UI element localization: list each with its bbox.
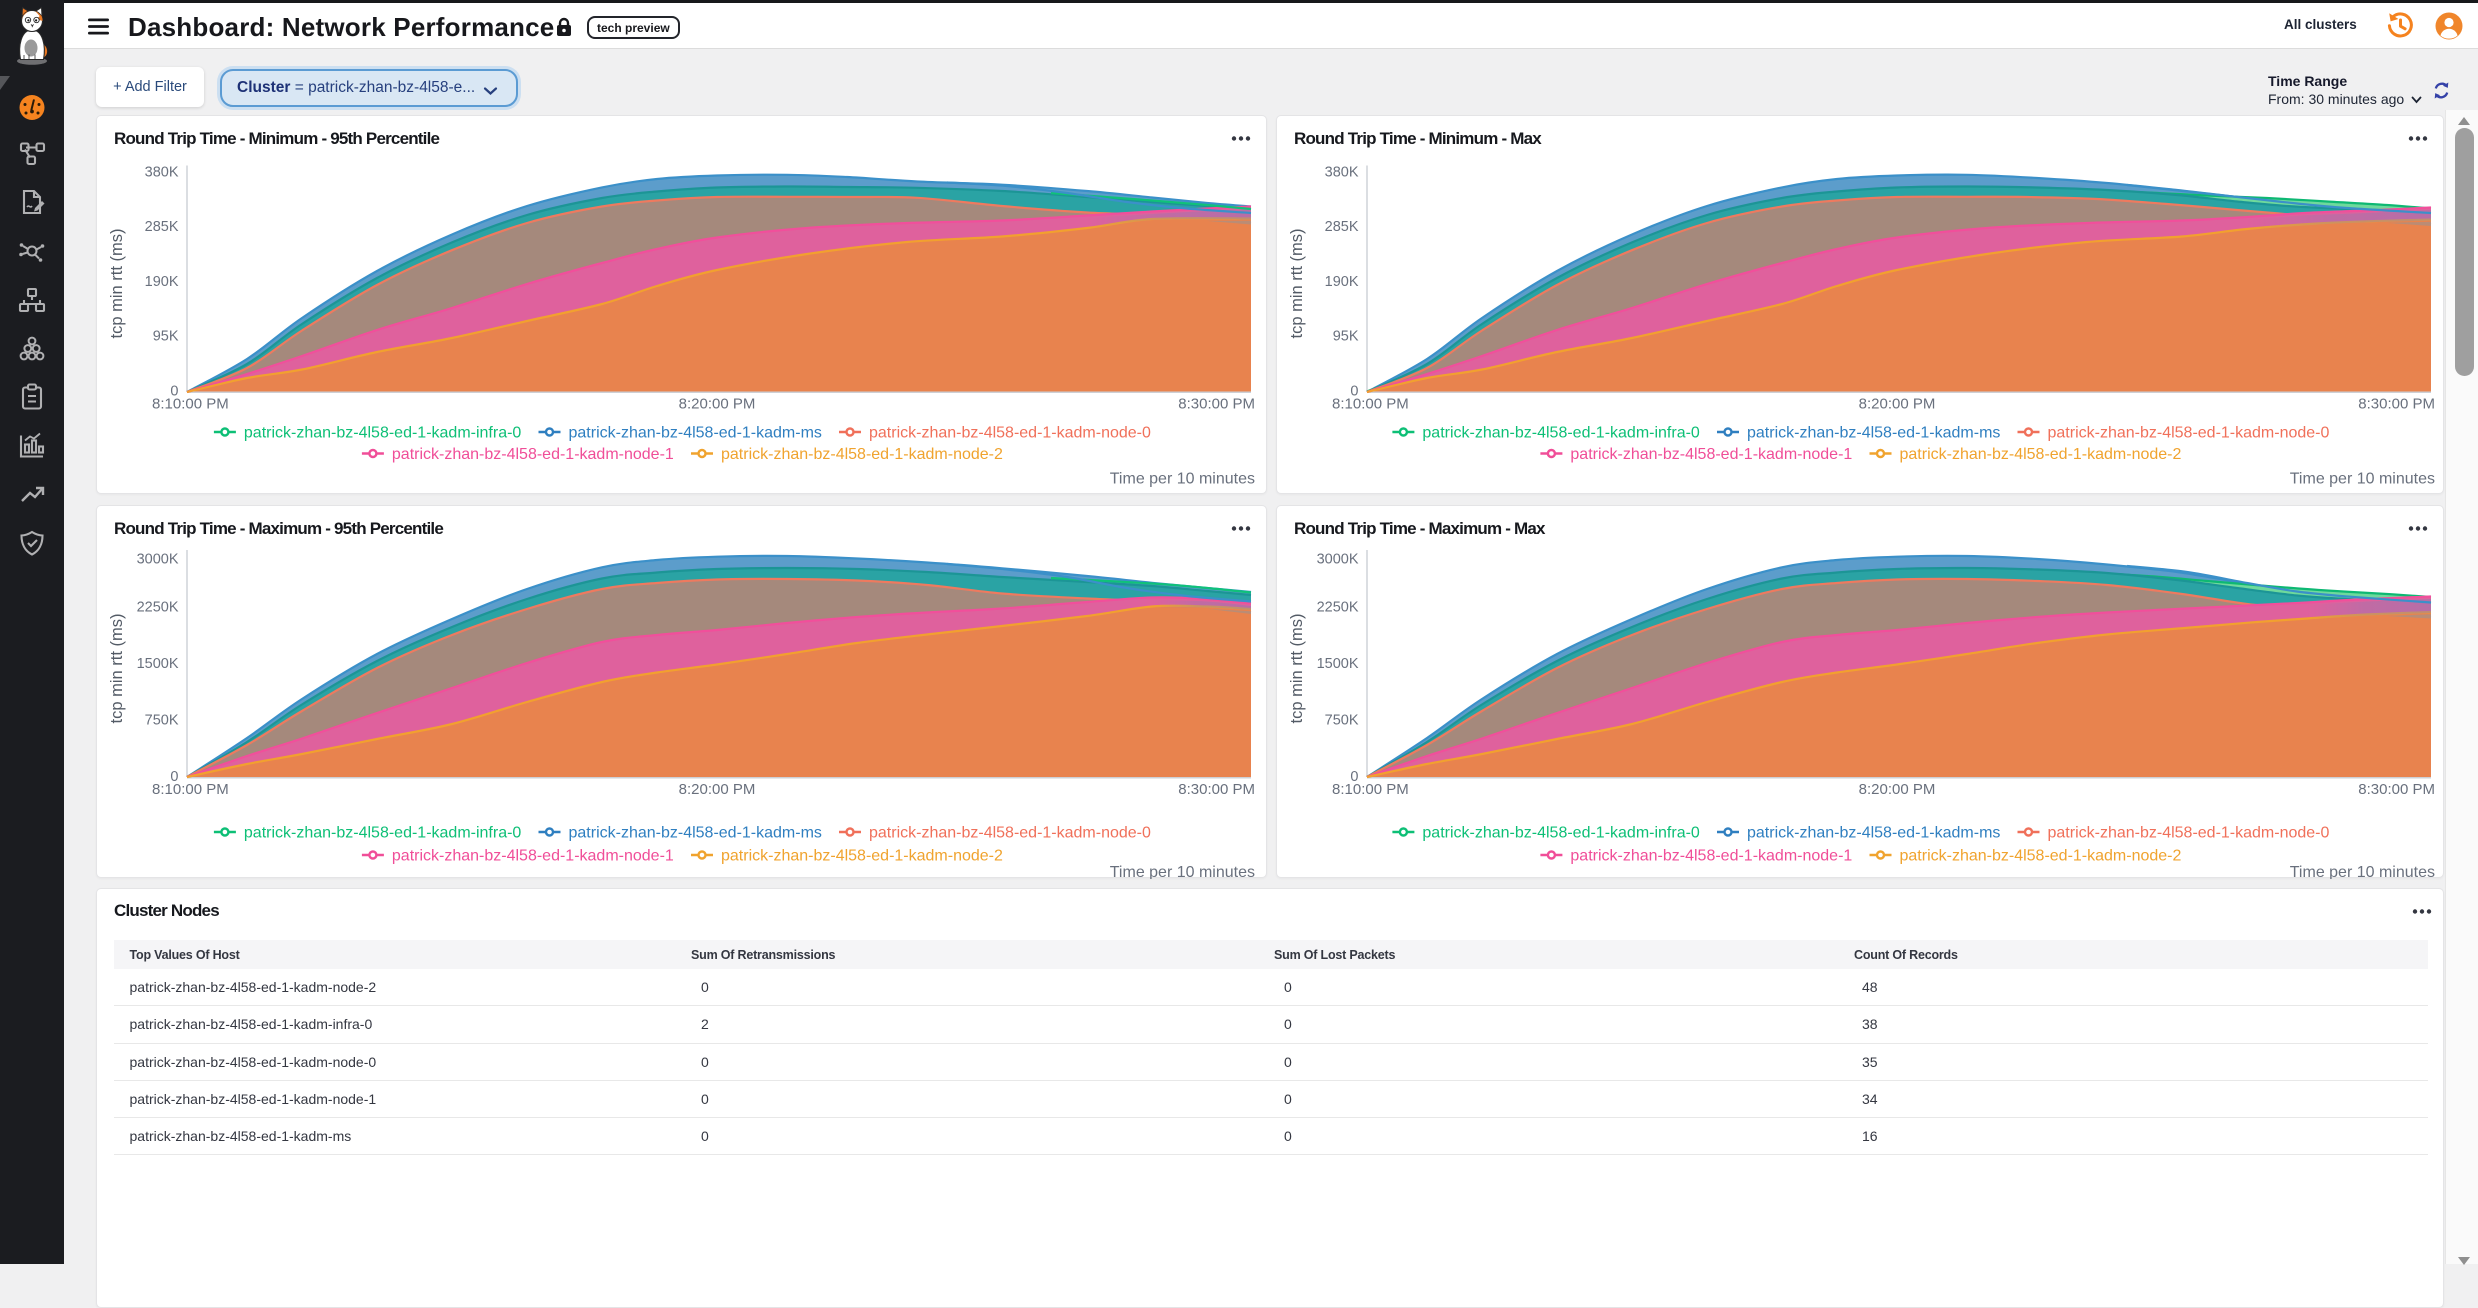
svg-text:95K: 95K — [1333, 329, 1359, 345]
svg-text:2250K: 2250K — [1317, 600, 1359, 616]
svg-text:0: 0 — [170, 769, 178, 785]
svg-text:Round Trip Time - Maximum - 95: Round Trip Time - Maximum - 95th Percent… — [114, 519, 443, 538]
svg-text:3000K: 3000K — [137, 552, 179, 568]
svg-text:Time per 10 minutes: Time per 10 minutes — [2290, 864, 2435, 879]
svg-text:patrick-zhan-bz-4l58-ed-1-kadm: patrick-zhan-bz-4l58-ed-1-kadm-node-0 — [869, 425, 1151, 442]
svg-text:8:20:00 PM: 8:20:00 PM — [679, 781, 756, 798]
svg-text:patrick-zhan-bz-4l58-ed-1-kadm: patrick-zhan-bz-4l58-ed-1-kadm-ms — [569, 425, 822, 442]
svg-text:8:20:00 PM: 8:20:00 PM — [1859, 396, 1936, 413]
svg-text:patrick-zhan-bz-4l58-ed-1-kadm: patrick-zhan-bz-4l58-ed-1-kadm-node-2 — [1900, 848, 2182, 865]
svg-text:190K: 190K — [145, 274, 179, 290]
svg-text:patrick-zhan-bz-4l58-ed-1-kadm: patrick-zhan-bz-4l58-ed-1-kadm-node-1 — [392, 446, 674, 463]
svg-text:750K: 750K — [1325, 713, 1359, 729]
svg-text:Round Trip Time - Minimum - Ma: Round Trip Time - Minimum - Max — [1294, 129, 1542, 148]
svg-text:patrick-zhan-bz-4l58-ed-1-kadm: patrick-zhan-bz-4l58-ed-1-kadm-node-1 — [392, 848, 674, 865]
svg-text:Round Trip Time - Maximum - Ma: Round Trip Time - Maximum - Max — [1294, 519, 1546, 538]
svg-text:750K: 750K — [145, 713, 179, 729]
svg-text:8:30:00 PM: 8:30:00 PM — [2358, 781, 2435, 798]
svg-text:1500K: 1500K — [1317, 656, 1359, 672]
svg-text:0: 0 — [1350, 384, 1358, 400]
svg-text:8:10:00 PM: 8:10:00 PM — [152, 781, 229, 798]
svg-text:tcp min rtt (ms): tcp min rtt (ms) — [1288, 229, 1306, 339]
svg-text:Round Trip Time - Minimum - 95: Round Trip Time - Minimum - 95th Percent… — [114, 129, 440, 148]
svg-text:190K: 190K — [1325, 274, 1359, 290]
svg-text:3000K: 3000K — [1317, 552, 1359, 568]
svg-text:patrick-zhan-bz-4l58-ed-1-kadm: patrick-zhan-bz-4l58-ed-1-kadm-node-2 — [721, 848, 1003, 865]
svg-text:285K: 285K — [1325, 219, 1359, 235]
svg-text:patrick-zhan-bz-4l58-ed-1-kadm: patrick-zhan-bz-4l58-ed-1-kadm-ms — [1747, 825, 2000, 842]
svg-text:patrick-zhan-bz-4l58-ed-1-kadm: patrick-zhan-bz-4l58-ed-1-kadm-node-1 — [1570, 446, 1852, 463]
svg-text:1500K: 1500K — [137, 656, 179, 672]
svg-text:Time per 10 minutes: Time per 10 minutes — [1110, 864, 1255, 879]
svg-text:8:10:00 PM: 8:10:00 PM — [152, 396, 229, 413]
svg-text:8:10:00 PM: 8:10:00 PM — [1332, 396, 1409, 413]
svg-text:380K: 380K — [145, 165, 179, 181]
svg-text:8:30:00 PM: 8:30:00 PM — [1178, 396, 1255, 413]
svg-text:patrick-zhan-bz-4l58-ed-1-kadm: patrick-zhan-bz-4l58-ed-1-kadm-node-0 — [2048, 425, 2330, 442]
svg-text:patrick-zhan-bz-4l58-ed-1-kadm: patrick-zhan-bz-4l58-ed-1-kadm-node-2 — [721, 446, 1003, 463]
svg-text:patrick-zhan-bz-4l58-ed-1-kadm: patrick-zhan-bz-4l58-ed-1-kadm-node-0 — [2048, 825, 2330, 842]
svg-text:8:10:00 PM: 8:10:00 PM — [1332, 781, 1409, 798]
svg-text:patrick-zhan-bz-4l58-ed-1-kadm: patrick-zhan-bz-4l58-ed-1-kadm-infra-0 — [1422, 825, 1700, 842]
svg-text:380K: 380K — [1325, 165, 1359, 181]
svg-text:2250K: 2250K — [137, 600, 179, 616]
svg-text:0: 0 — [170, 384, 178, 400]
svg-text:patrick-zhan-bz-4l58-ed-1-kadm: patrick-zhan-bz-4l58-ed-1-kadm-infra-0 — [244, 825, 522, 842]
svg-text:patrick-zhan-bz-4l58-ed-1-kadm: patrick-zhan-bz-4l58-ed-1-kadm-ms — [1747, 425, 2000, 442]
svg-text:patrick-zhan-bz-4l58-ed-1-kadm: patrick-zhan-bz-4l58-ed-1-kadm-node-0 — [869, 825, 1151, 842]
svg-text:8:20:00 PM: 8:20:00 PM — [1859, 781, 1936, 798]
svg-text:95K: 95K — [153, 329, 179, 345]
svg-text:8:20:00 PM: 8:20:00 PM — [679, 396, 756, 413]
svg-text:Time per 10 minutes: Time per 10 minutes — [1110, 471, 1255, 488]
svg-text:tcp min rtt (ms): tcp min rtt (ms) — [108, 614, 126, 724]
svg-text:0: 0 — [1350, 769, 1358, 785]
svg-text:tcp min rtt (ms): tcp min rtt (ms) — [1288, 614, 1306, 724]
svg-text:patrick-zhan-bz-4l58-ed-1-kadm: patrick-zhan-bz-4l58-ed-1-kadm-node-1 — [1570, 848, 1852, 865]
svg-text:8:30:00 PM: 8:30:00 PM — [2358, 396, 2435, 413]
svg-text:Time per 10 minutes: Time per 10 minutes — [2290, 471, 2435, 488]
svg-text:patrick-zhan-bz-4l58-ed-1-kadm: patrick-zhan-bz-4l58-ed-1-kadm-infra-0 — [1422, 425, 1700, 442]
svg-text:patrick-zhan-bz-4l58-ed-1-kadm: patrick-zhan-bz-4l58-ed-1-kadm-infra-0 — [244, 425, 522, 442]
svg-text:8:30:00 PM: 8:30:00 PM — [1178, 781, 1255, 798]
svg-text:285K: 285K — [145, 219, 179, 235]
svg-text:patrick-zhan-bz-4l58-ed-1-kadm: patrick-zhan-bz-4l58-ed-1-kadm-node-2 — [1900, 446, 2182, 463]
svg-text:patrick-zhan-bz-4l58-ed-1-kadm: patrick-zhan-bz-4l58-ed-1-kadm-ms — [569, 825, 822, 842]
svg-text:tcp min rtt (ms): tcp min rtt (ms) — [108, 229, 126, 339]
